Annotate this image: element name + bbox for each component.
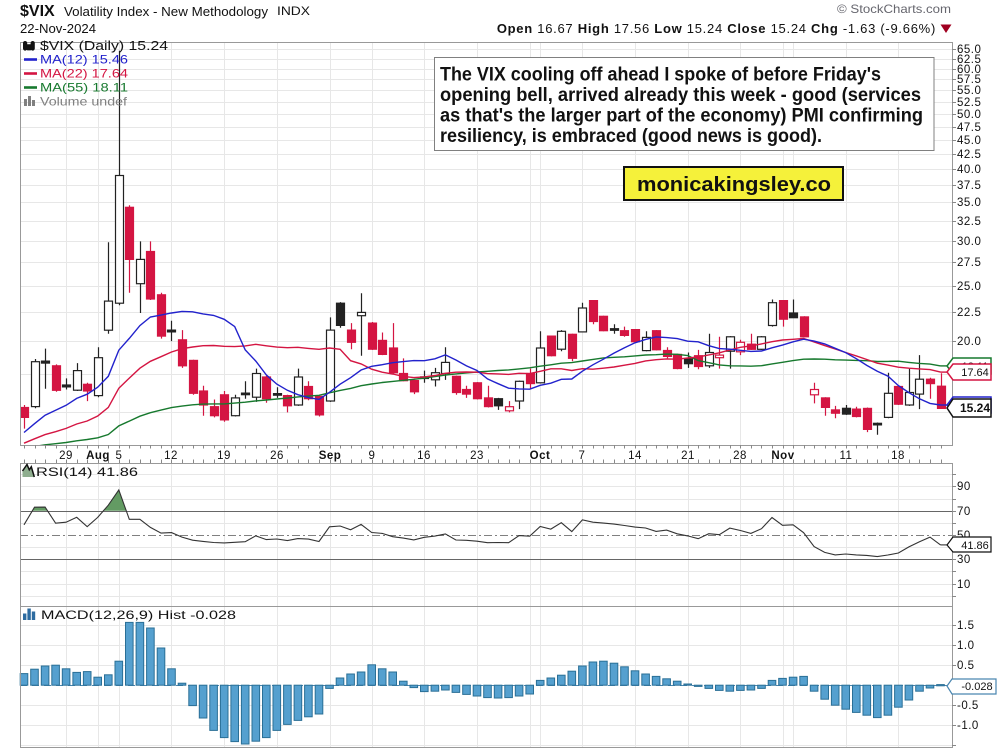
svg-text:RSI(14) 41.86: RSI(14) 41.86 <box>36 465 138 479</box>
svg-text:25.0: 25.0 <box>957 281 981 293</box>
svg-text:17.64: 17.64 <box>961 367 989 379</box>
svg-text:-1.0: -1.0 <box>957 720 979 732</box>
svg-text:90: 90 <box>957 481 971 493</box>
svg-text:32.5: 32.5 <box>957 216 981 228</box>
svg-text:20.0: 20.0 <box>957 336 981 348</box>
svg-text:Sep: Sep <box>319 450 342 462</box>
svg-text:MA(12) 15.46: MA(12) 15.46 <box>40 53 128 67</box>
svg-text:1.0: 1.0 <box>957 640 975 652</box>
svg-text:© StockCharts.com: © StockCharts.com <box>837 2 951 16</box>
svg-text:28: 28 <box>733 450 747 462</box>
svg-text:1.5: 1.5 <box>957 620 975 632</box>
svg-text:5: 5 <box>116 450 123 462</box>
svg-text:18: 18 <box>891 450 905 462</box>
svg-text:Open 16.67 High 17.56 Low 15.2: Open 16.67 High 17.56 Low 15.24 Close 15… <box>497 21 936 36</box>
svg-text:15.24: 15.24 <box>960 401 990 415</box>
svg-text:MA(22) 17.64: MA(22) 17.64 <box>40 67 128 81</box>
svg-text:14: 14 <box>628 450 642 462</box>
svg-text:7: 7 <box>579 450 586 462</box>
svg-text:Volatility Index - New Methodo: Volatility Index - New Methodology <box>64 4 269 19</box>
svg-text:The VIX cooling off ahead I sp: The VIX cooling off ahead I spoke of bef… <box>440 65 881 86</box>
svg-text:-0.028: -0.028 <box>961 681 992 693</box>
svg-text:19: 19 <box>217 450 231 462</box>
svg-text:37.5: 37.5 <box>957 180 981 192</box>
svg-text:Nov: Nov <box>771 450 794 462</box>
svg-text:11: 11 <box>840 450 853 462</box>
svg-text:45.0: 45.0 <box>957 135 981 147</box>
svg-text:10: 10 <box>957 579 971 591</box>
svg-text:26: 26 <box>270 450 284 462</box>
svg-text:MA(55) 18.11: MA(55) 18.11 <box>40 81 128 95</box>
svg-text:22.5: 22.5 <box>957 307 981 319</box>
svg-text:-0.5: -0.5 <box>957 700 979 712</box>
svg-text:12: 12 <box>164 450 178 462</box>
svg-text:21: 21 <box>681 450 695 462</box>
svg-text:30: 30 <box>957 554 971 566</box>
svg-text:27.5: 27.5 <box>957 257 981 269</box>
svg-text:16: 16 <box>417 450 431 462</box>
svg-text:62.5: 62.5 <box>957 54 981 66</box>
svg-text:35.0: 35.0 <box>957 197 981 209</box>
svg-text:Volume undef: Volume undef <box>40 95 128 109</box>
svg-text:41.86: 41.86 <box>961 540 989 552</box>
svg-text:55.0: 55.0 <box>957 85 981 97</box>
svg-text:$VIX (Daily) 15.24: $VIX (Daily) 15.24 <box>40 39 168 53</box>
svg-text:70: 70 <box>957 506 971 518</box>
svg-text:50.0: 50.0 <box>957 109 981 121</box>
svg-text:47.5: 47.5 <box>957 122 981 134</box>
svg-text:9: 9 <box>369 450 376 462</box>
svg-text:Oct: Oct <box>530 450 551 462</box>
svg-text:60.0: 60.0 <box>957 64 981 76</box>
svg-text:42.5: 42.5 <box>957 149 981 161</box>
svg-text:40.0: 40.0 <box>957 164 981 176</box>
svg-text:monicakingsley.co: monicakingsley.co <box>637 174 831 196</box>
svg-text:0.5: 0.5 <box>957 660 975 672</box>
svg-text:29: 29 <box>59 450 73 462</box>
svg-text:22-Nov-2024: 22-Nov-2024 <box>20 22 96 36</box>
svg-text:MACD(12,26,9) Hist -0.028: MACD(12,26,9) Hist -0.028 <box>41 608 236 622</box>
svg-text:as that's the larger part of t: as that's the larger part of the economy… <box>440 106 923 127</box>
svg-text:23: 23 <box>470 450 484 462</box>
svg-text:opening bell, arrived already: opening bell, arrived already this week … <box>440 85 921 106</box>
svg-text:$VIX: $VIX <box>20 3 55 20</box>
svg-text:52.5: 52.5 <box>957 97 981 109</box>
svg-text:65.0: 65.0 <box>957 44 981 56</box>
svg-text:57.5: 57.5 <box>957 74 981 86</box>
svg-text:resiliency, is embraced (good: resiliency, is embraced (good news is go… <box>440 126 822 147</box>
svg-text:INDX: INDX <box>277 6 310 18</box>
svg-text:Aug: Aug <box>86 450 110 462</box>
svg-text:30.0: 30.0 <box>957 236 981 248</box>
